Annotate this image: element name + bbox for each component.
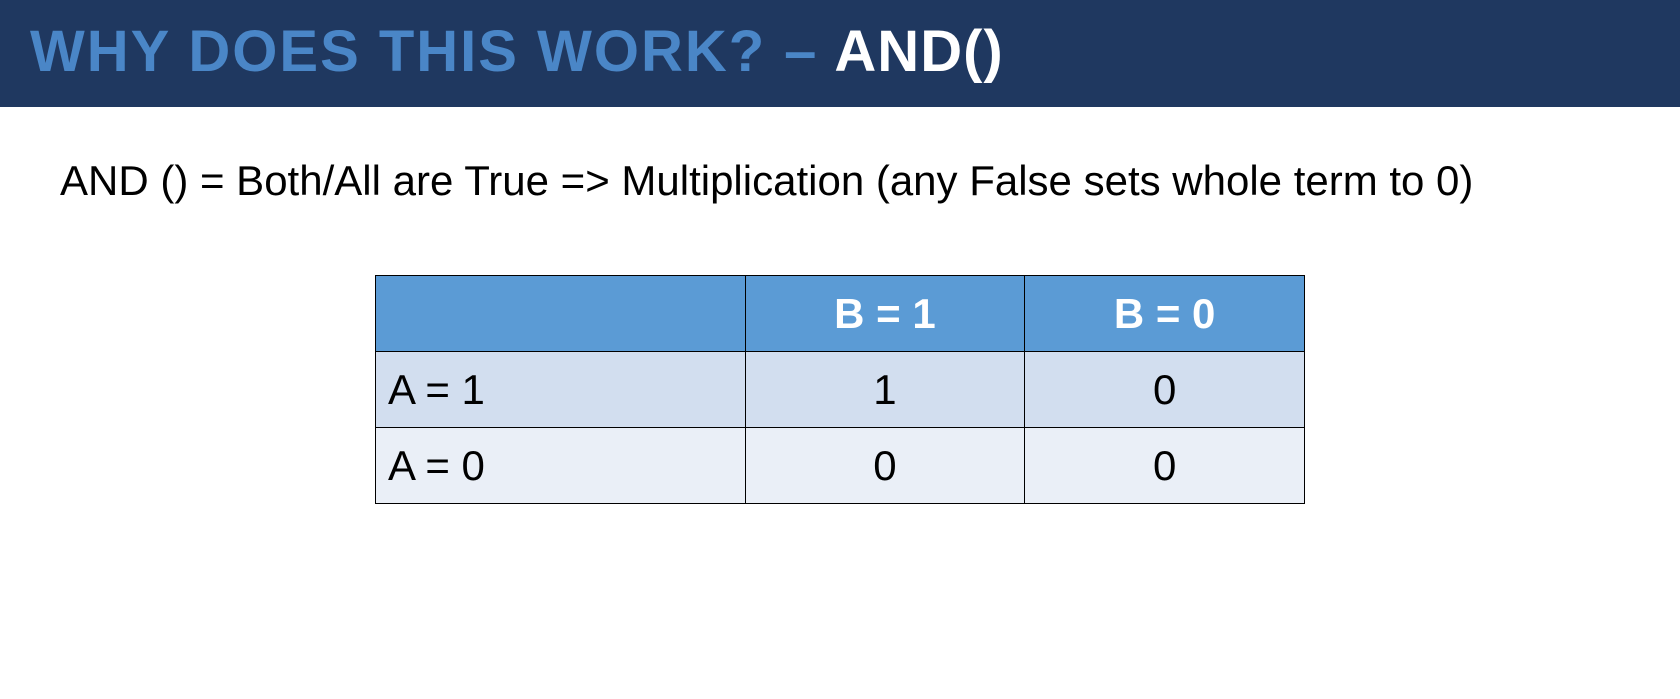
col-header-b1: B = 1	[745, 276, 1025, 352]
row-label-a1: A = 1	[376, 352, 746, 428]
header-title-dash: –	[784, 18, 816, 85]
header-title-func: AND()	[834, 18, 1003, 85]
table-row: A = 0 0 0	[376, 428, 1305, 504]
and-truth-table: B = 1 B = 0 A = 1 1 0 A = 0 0 0	[375, 275, 1305, 504]
cell-a1-b1: 1	[745, 352, 1025, 428]
slide-header: WHY DOES THIS WORK? – AND()	[0, 0, 1680, 107]
row-label-a0: A = 0	[376, 428, 746, 504]
header-title-main: WHY DOES THIS WORK?	[30, 18, 766, 85]
table-header-row: B = 1 B = 0	[376, 276, 1305, 352]
table-row: A = 1 1 0	[376, 352, 1305, 428]
cell-a0-b1: 0	[745, 428, 1025, 504]
cell-a1-b0: 0	[1025, 352, 1305, 428]
slide-description: AND () = Both/All are True => Multiplica…	[0, 107, 1680, 235]
col-header-b0: B = 0	[1025, 276, 1305, 352]
table-corner-cell	[376, 276, 746, 352]
cell-a0-b0: 0	[1025, 428, 1305, 504]
truth-table-container: B = 1 B = 0 A = 1 1 0 A = 0 0 0	[0, 235, 1680, 504]
